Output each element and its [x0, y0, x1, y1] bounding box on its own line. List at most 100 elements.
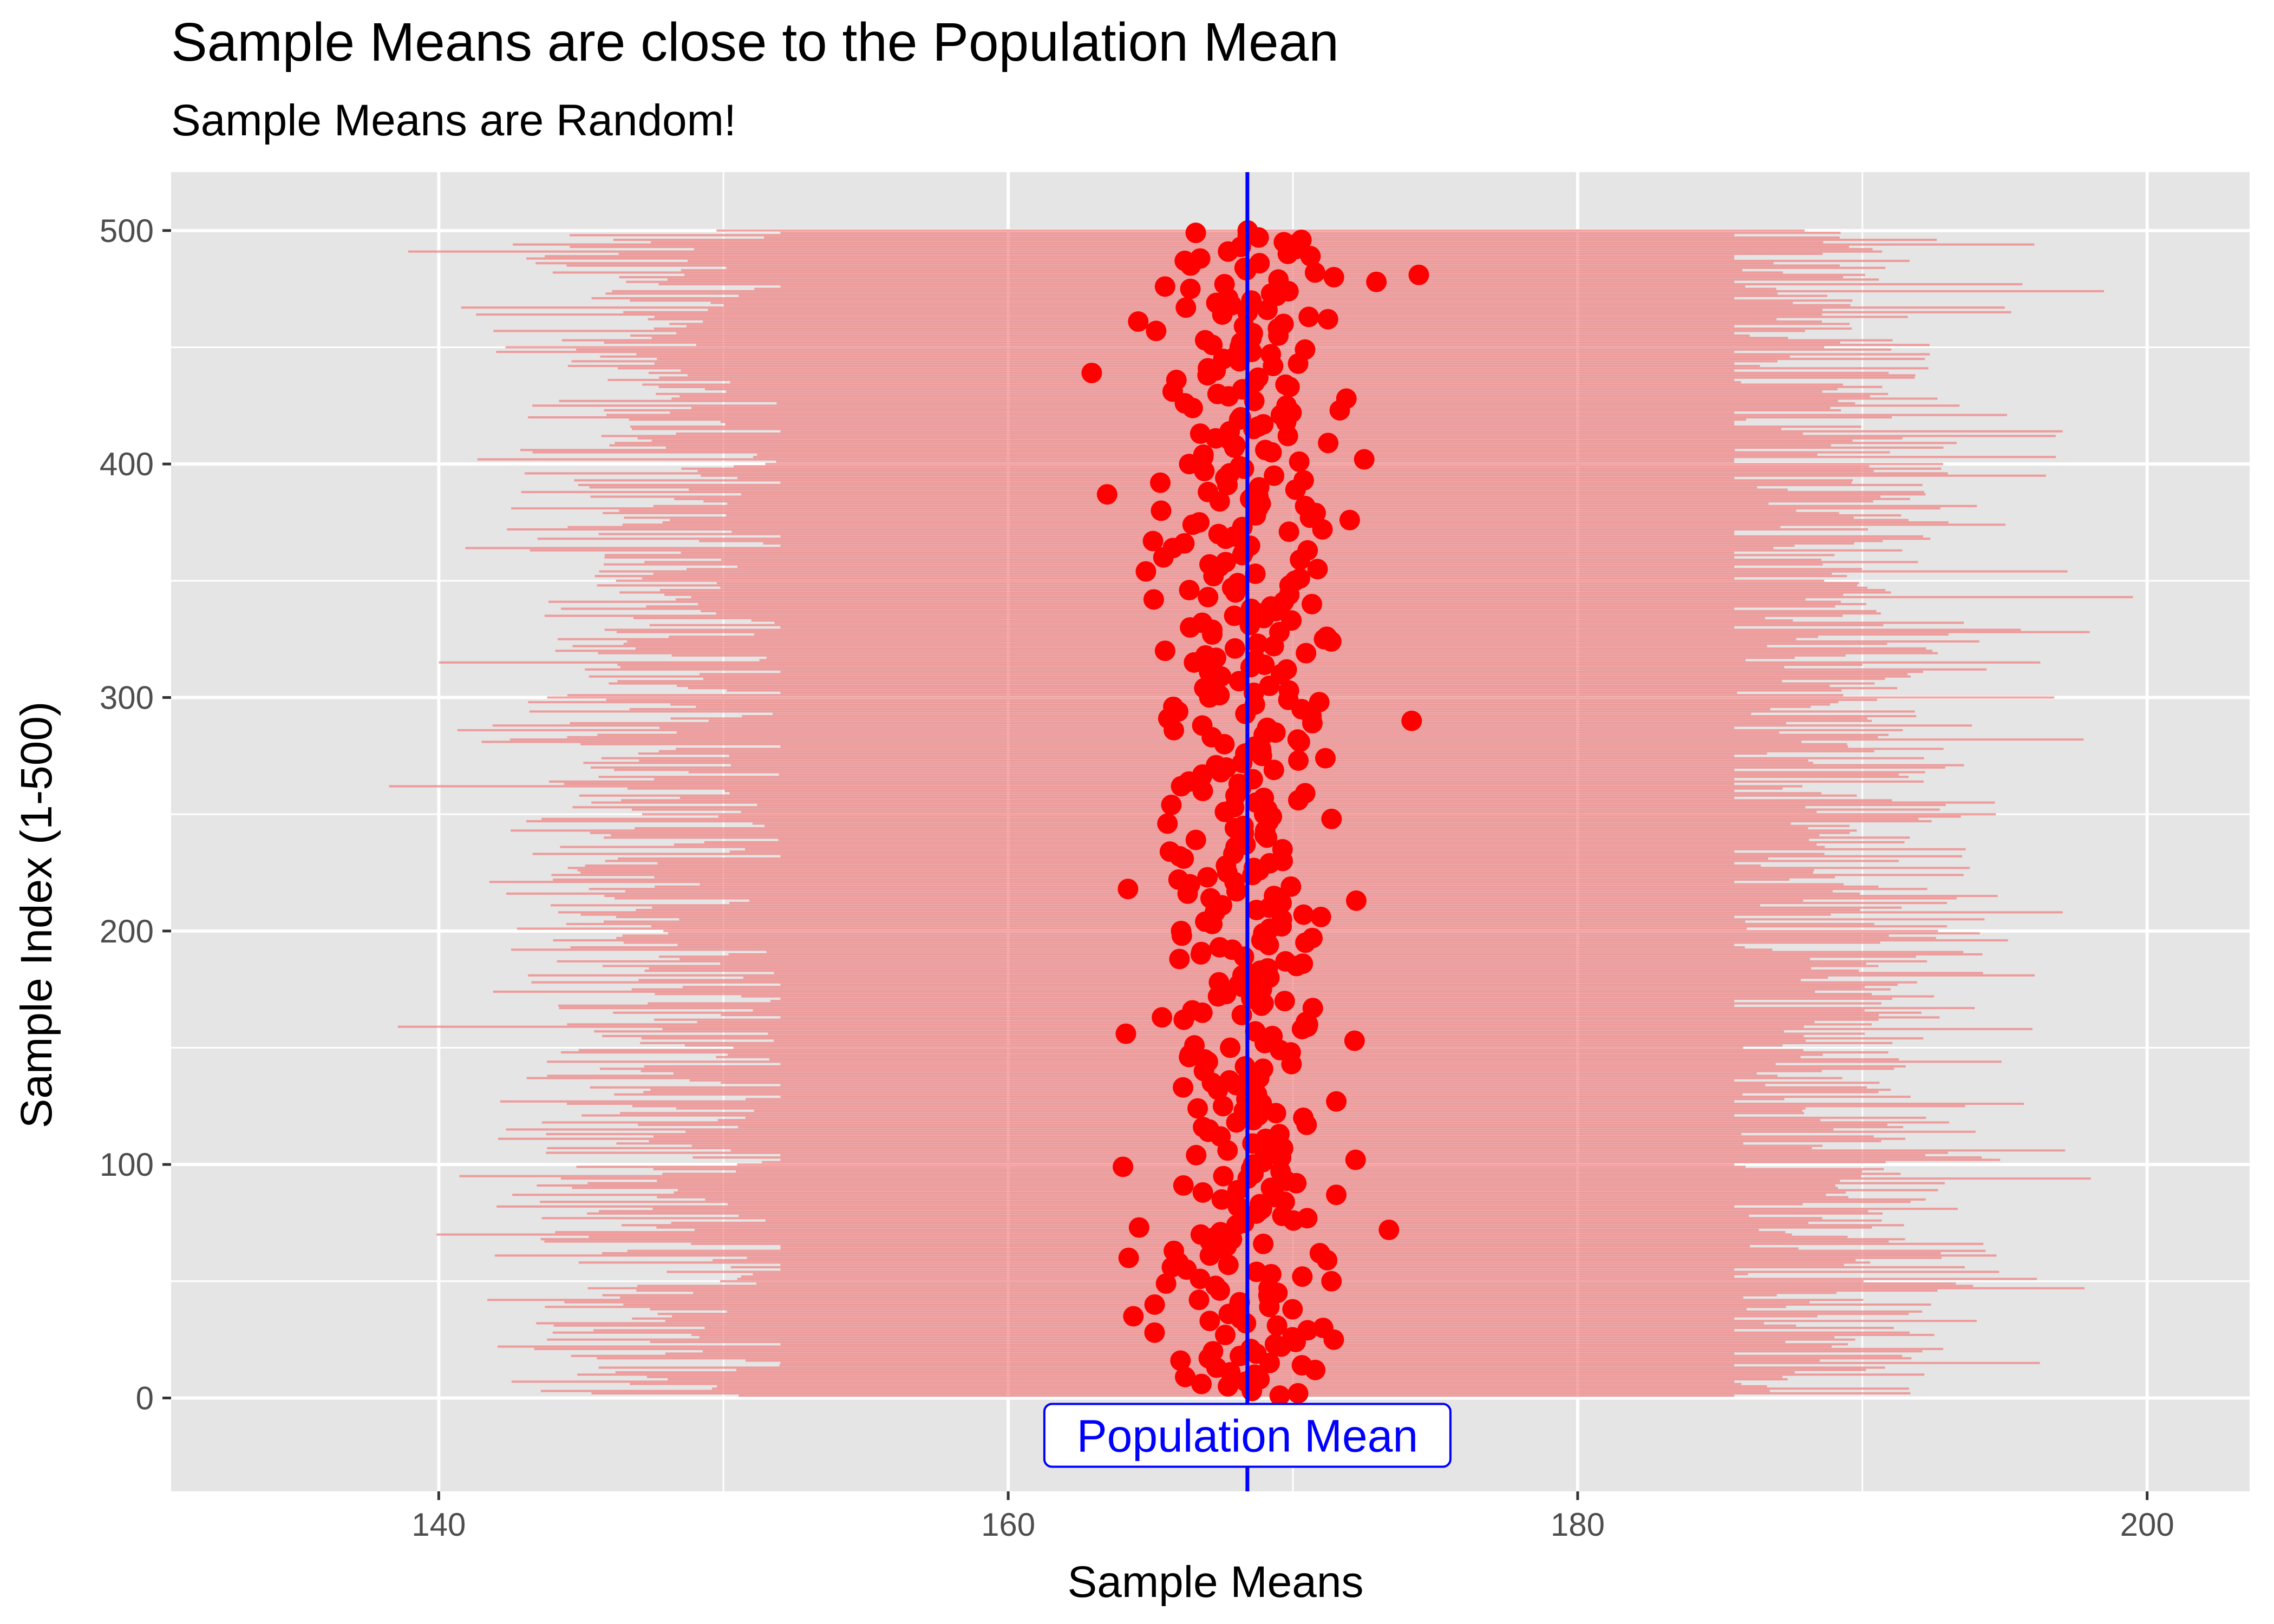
sample-mean-point — [1244, 1364, 1265, 1385]
sample-mean-point — [1187, 1098, 1208, 1119]
sample-mean-point — [1115, 1023, 1136, 1044]
sample-mean-point — [1207, 383, 1228, 404]
sample-mean-point — [1205, 1275, 1226, 1296]
sample-mean-point — [1229, 1292, 1250, 1313]
sample-mean-point — [1291, 1355, 1312, 1376]
sample-mean-point — [1128, 1217, 1149, 1238]
sample-mean-point — [1287, 729, 1308, 750]
sample-mean-point — [1161, 794, 1182, 815]
sample-mean-point — [1260, 1177, 1282, 1199]
sample-mean-point — [1245, 650, 1266, 671]
sample-mean-point — [1123, 1306, 1144, 1327]
sample-mean-point — [1366, 271, 1387, 292]
sample-mean-point — [1227, 1196, 1249, 1217]
x-tick-label: 160 — [981, 1507, 1035, 1543]
sample-mean-point — [1190, 1224, 1211, 1245]
sample-mean-point — [1213, 1165, 1234, 1187]
sample-mean-point — [1214, 1325, 1236, 1346]
sample-mean-point — [1289, 451, 1310, 472]
sample-mean-point — [1321, 1271, 1342, 1292]
sample-mean-point — [1276, 395, 1297, 416]
sample-mean-point — [1275, 374, 1296, 395]
y-axis-title: Sample Index (1-500) — [12, 702, 61, 1129]
sample-mean-point — [1188, 512, 1210, 533]
sample-mean-point — [1257, 958, 1278, 979]
y-axis-ticks: 0 100 200 300 400 500 — [100, 213, 171, 1416]
sample-mean-point — [1321, 808, 1342, 829]
sample-mean-point — [1175, 297, 1197, 318]
sample-mean-point — [1273, 313, 1294, 335]
sample-mean-point — [1227, 573, 1249, 594]
sample-mean-point — [1316, 626, 1337, 647]
sample-mean-point — [1291, 230, 1312, 251]
sample-mean-point — [1154, 276, 1175, 297]
sample-mean-point — [1262, 1025, 1283, 1046]
sample-mean-point — [1292, 953, 1314, 974]
sample-mean-point — [1253, 787, 1275, 808]
sample-mean-point — [1211, 1189, 1232, 1210]
sample-mean-point — [1229, 671, 1250, 692]
sample-mean-point — [1288, 750, 1309, 771]
sample-mean-point — [1245, 563, 1266, 584]
sample-mean-point — [1128, 311, 1149, 332]
sample-mean-point — [1345, 1149, 1366, 1170]
sample-mean-point — [1195, 645, 1216, 666]
sample-mean-point — [1174, 250, 1195, 271]
sample-mean-point — [1278, 521, 1299, 542]
sample-mean-point — [1193, 1117, 1214, 1138]
sample-mean-point — [1219, 1070, 1240, 1091]
sample-mean-point — [1193, 444, 1214, 465]
sample-mean-point — [1146, 320, 1167, 342]
sample-mean-point — [1169, 948, 1190, 970]
sample-mean-point — [1282, 1299, 1303, 1320]
x-tick-label: 180 — [1551, 1507, 1605, 1543]
sample-mean-point — [1378, 1219, 1400, 1240]
chart-title: Sample Means are close to the Population… — [171, 12, 1339, 73]
sample-mean-point — [1255, 440, 1276, 461]
sample-mean-point — [1304, 262, 1325, 283]
sample-mean-point — [1298, 306, 1319, 328]
sample-mean-point — [1206, 755, 1227, 776]
sample-mean-point — [1155, 1273, 1177, 1294]
sample-mean-point — [1188, 1289, 1210, 1311]
sample-mean-point — [1272, 839, 1293, 860]
sample-mean-point — [1218, 1254, 1239, 1275]
sample-mean-point — [1173, 1175, 1194, 1196]
sample-mean-point — [1150, 472, 1171, 493]
sample-mean-point — [1173, 1077, 1194, 1098]
sample-mean-point — [1190, 248, 1211, 269]
sample-mean-point — [1118, 1247, 1139, 1268]
sample-mean-point — [1339, 509, 1360, 531]
sample-mean-point — [1142, 531, 1164, 552]
y-tick-label: 400 — [100, 446, 154, 482]
sample-mean-point — [1354, 449, 1375, 470]
x-axis-title: Sample Means — [1068, 1557, 1364, 1607]
sample-mean-point — [1234, 1056, 1256, 1077]
sample-mean-point — [1191, 1373, 1212, 1394]
sample-mean-point — [1317, 309, 1338, 330]
sample-mean-points — [1081, 220, 1429, 1406]
sample-mean-point — [1240, 598, 1262, 619]
sample-mean-point — [1275, 951, 1296, 972]
sample-mean-point — [1309, 692, 1330, 713]
sample-mean-point — [1198, 587, 1219, 608]
sample-mean-point — [1280, 876, 1302, 897]
sample-mean-point — [1263, 759, 1284, 781]
sample-mean-point — [1135, 561, 1156, 582]
sample-mean-point — [1184, 1035, 1205, 1056]
sample-mean-point — [1408, 264, 1429, 285]
population-mean-label: Population Mean — [1077, 1410, 1418, 1461]
sample-mean-point — [1310, 906, 1331, 927]
sample-mean-point — [1144, 1294, 1165, 1315]
sample-mean-point — [1224, 605, 1245, 626]
sample-mean-point — [1220, 1037, 1241, 1058]
sample-mean-point — [1151, 500, 1172, 521]
sample-mean-point — [1215, 552, 1236, 573]
sample-mean-point — [1143, 589, 1164, 610]
sample-mean-point — [1289, 568, 1310, 589]
sample-mean-point — [1208, 523, 1229, 545]
sample-mean-point — [1323, 267, 1344, 288]
sample-mean-point — [1198, 358, 1219, 379]
sample-mean-point — [1269, 1385, 1290, 1406]
sample-mean-point — [1318, 433, 1339, 454]
